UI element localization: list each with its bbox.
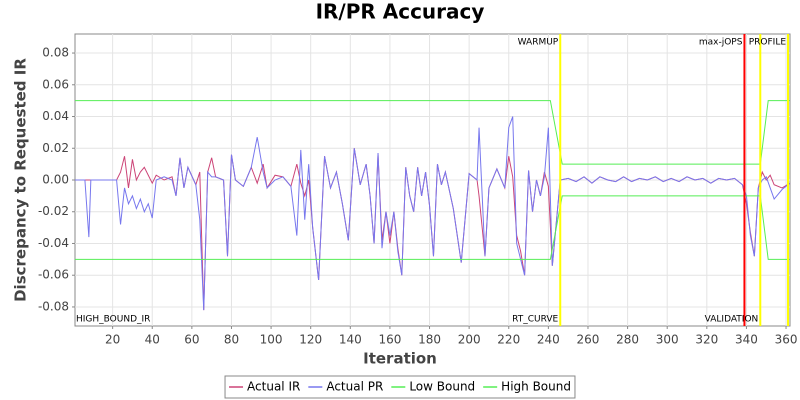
x-tick-label: 260 [577,333,600,347]
annotation: HIGH_BOUND_IR [76,315,150,325]
y-tick-label: 0.02 [42,141,69,155]
annotation: VALIDATION [705,315,759,325]
x-tick-label: 240 [537,333,560,347]
annotation: RT_CURVE [512,315,558,325]
y-tick-label: 0.08 [42,46,69,60]
legend-label: High Bound [501,380,571,394]
x-tick-label: 280 [616,333,639,347]
x-tick-label: 320 [695,333,718,347]
series-line [75,100,790,165]
x-tick-label: 120 [299,333,322,347]
y-tick-label: -0.06 [38,268,69,282]
x-tick-label: 140 [339,333,362,347]
y-tick-label: -0.02 [38,204,69,218]
y-tick-label: -0.08 [38,299,69,313]
x-tick-label: 220 [497,333,520,347]
legend-label: Low Bound [409,380,475,394]
y-tick-label: 0.06 [42,77,69,91]
y-axis-title: Discrepancy to Requested IR [12,58,30,302]
x-tick-label: 180 [418,333,441,347]
x-tick-label: 340 [735,333,758,347]
x-tick-label: 160 [378,333,401,347]
legend-label: Actual IR [247,380,300,394]
x-tick-label: 200 [458,333,481,347]
annotation: WARMUP [518,38,559,48]
series-line [75,116,791,311]
y-tick-label: 0.00 [42,173,69,187]
x-tick-label: 80 [224,333,239,347]
x-tick-label: 100 [260,333,283,347]
series-line [75,195,790,260]
y-tick-label: 0.04 [42,109,69,123]
legend: Actual IR Actual PR Low Bound High Bound [224,375,576,399]
legend-label: Actual PR [326,380,383,394]
x-tick-label: 20 [105,333,120,347]
x-tick-label: 360 [775,333,798,347]
y-tick-label: -0.04 [38,236,69,250]
annotation: PROFILE [749,38,787,48]
chart-title: IR/PR Accuracy [316,0,485,24]
x-tick-label: 40 [145,333,160,347]
annotation: max-jOPS [699,38,743,48]
x-axis-title: Iteration [363,350,437,368]
x-tick-label: 60 [184,333,199,347]
x-tick-label: 300 [656,333,679,347]
